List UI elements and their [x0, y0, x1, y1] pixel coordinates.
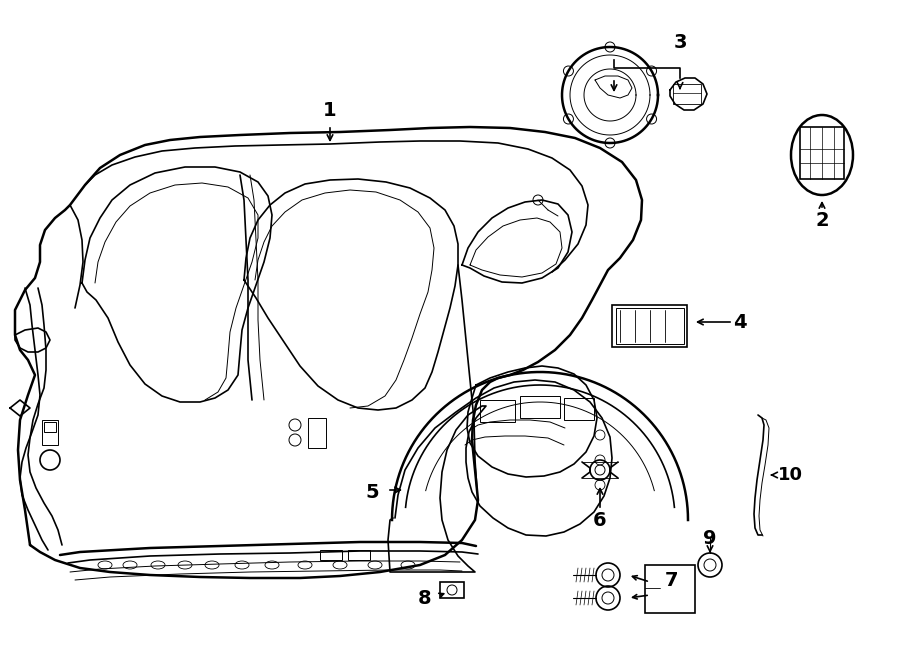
- Text: 10: 10: [778, 466, 803, 484]
- Bar: [42, 420, 58, 445]
- Bar: [320, 550, 342, 560]
- Bar: [673, 84, 701, 104]
- Bar: [308, 418, 326, 448]
- Bar: [645, 565, 695, 613]
- Text: 2: 2: [815, 210, 829, 229]
- Bar: [616, 308, 684, 344]
- Bar: [44, 422, 56, 432]
- Text: 7: 7: [665, 570, 679, 590]
- Text: 1: 1: [323, 100, 337, 120]
- Bar: [520, 396, 560, 418]
- Text: 6: 6: [593, 510, 607, 529]
- Text: 5: 5: [365, 483, 379, 502]
- Text: 8: 8: [418, 588, 432, 607]
- Bar: [800, 127, 844, 179]
- Bar: [348, 550, 370, 560]
- Bar: [480, 400, 515, 422]
- Text: 4: 4: [734, 313, 747, 332]
- Bar: [564, 398, 594, 420]
- Text: 3: 3: [673, 32, 687, 52]
- Text: 9: 9: [703, 529, 716, 547]
- Bar: [440, 582, 464, 598]
- Bar: [612, 305, 687, 347]
